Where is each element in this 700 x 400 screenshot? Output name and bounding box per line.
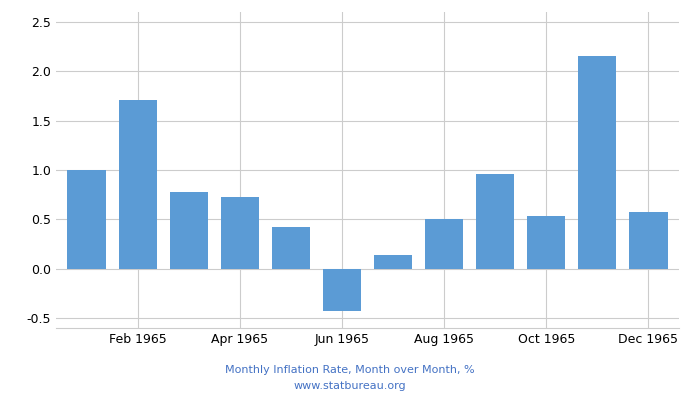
Bar — [374, 255, 412, 269]
Bar — [527, 216, 566, 269]
Bar — [578, 56, 617, 269]
Bar — [425, 219, 463, 269]
Bar — [169, 192, 208, 269]
Bar — [476, 174, 514, 269]
Text: Monthly Inflation Rate, Month over Month, %: Monthly Inflation Rate, Month over Month… — [225, 365, 475, 375]
Bar — [220, 197, 259, 269]
Bar — [67, 170, 106, 269]
Bar — [118, 100, 157, 269]
Bar — [272, 227, 310, 269]
Bar — [323, 269, 361, 311]
Bar — [629, 212, 668, 269]
Text: www.statbureau.org: www.statbureau.org — [294, 381, 406, 391]
